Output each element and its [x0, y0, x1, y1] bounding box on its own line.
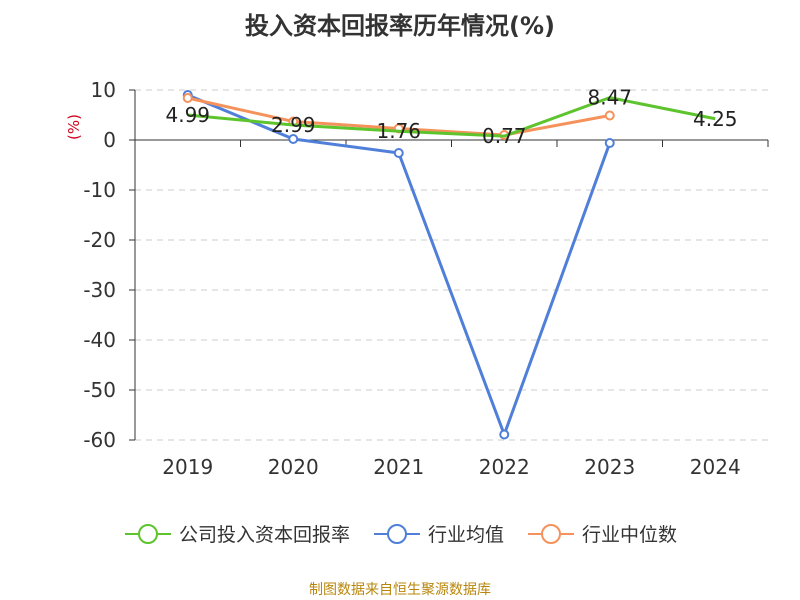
- legend-line-marker-icon: [373, 523, 420, 544]
- data-label: 4.25: [693, 107, 738, 131]
- y-axis-unit-label: (%): [65, 114, 83, 140]
- legend-item-industry-avg[interactable]: 行业均值: [372, 520, 504, 547]
- data-label: 8.47: [587, 86, 632, 110]
- y-tick-label: -10: [83, 178, 116, 202]
- data-label: 1.76: [376, 119, 421, 143]
- legend-label: 公司投入资本回报率: [178, 524, 350, 546]
- legend: 公司投入资本回报率 行业均值 行业中位数: [0, 520, 800, 547]
- series-line-company: [187, 96, 716, 138]
- data-labels: 4.99 2.99 1.76 0.77 8.47 4.25: [165, 86, 737, 148]
- y-tick-label: -40: [83, 328, 116, 352]
- data-point-industry-avg: [393, 148, 404, 158]
- y-tick-label: -30: [83, 278, 116, 302]
- data-label: 2.99: [271, 113, 316, 137]
- series-line-industry-avg: [187, 93, 612, 436]
- legend-label: 行业均值: [427, 524, 504, 546]
- legend-item-industry-median[interactable]: 行业中位数: [526, 520, 677, 547]
- x-tick-label: 2021: [373, 455, 424, 479]
- x-tick-label: 2019: [162, 455, 213, 479]
- data-point-industry-median: [182, 93, 193, 103]
- legend-label: 行业中位数: [582, 524, 678, 546]
- y-tick-label: 10: [91, 78, 116, 102]
- data-point-industry-avg: [604, 138, 615, 148]
- series-lines: [182, 90, 716, 440]
- source-note: 制图数据来自恒生聚源数据库: [309, 582, 491, 598]
- data-point-industry-avg: [288, 134, 299, 144]
- y-tick-label: 0: [103, 128, 116, 152]
- data-label: 4.99: [165, 103, 210, 127]
- y-tick-label: -50: [83, 378, 116, 402]
- data-label: 0.77: [482, 124, 527, 148]
- legend-line-marker-icon: [124, 523, 171, 544]
- chart-title: 投入资本回报率历年情况(%): [245, 12, 555, 40]
- x-tick-label: 2022: [479, 455, 530, 479]
- legend-line-marker-icon: [528, 523, 574, 544]
- legend-item-company[interactable]: 公司投入资本回报率: [123, 520, 350, 547]
- y-tick-label: -60: [83, 428, 116, 452]
- data-point-industry-median: [604, 110, 615, 121]
- x-tick-label: 2023: [584, 455, 635, 479]
- y-tick-label: -20: [83, 228, 116, 252]
- axes: 10 0 -10 -20 -30 -40 -50 -60 2019 2020 2021 2022 202…: [65, 78, 769, 479]
- x-tick-label: 2020: [268, 455, 319, 479]
- data-point-industry-avg: [499, 429, 510, 440]
- x-tick-label: 2024: [690, 455, 741, 479]
